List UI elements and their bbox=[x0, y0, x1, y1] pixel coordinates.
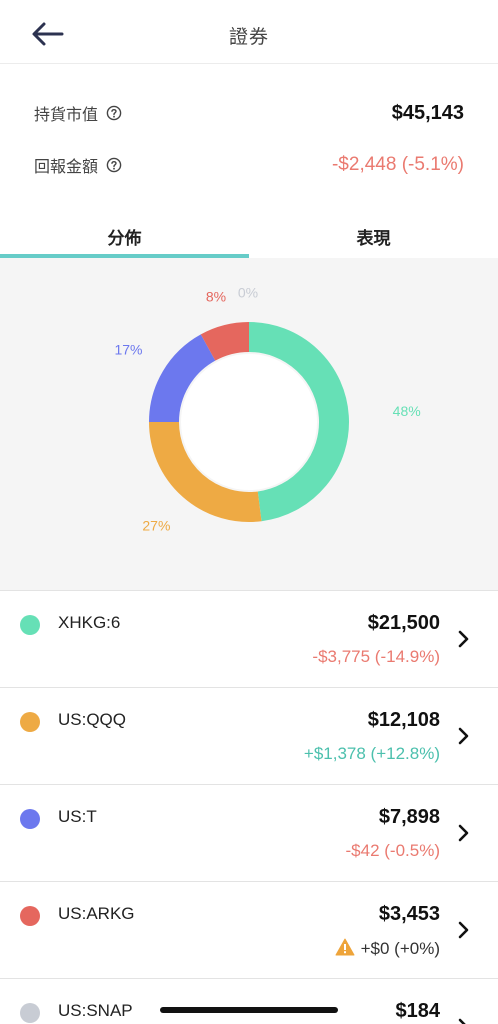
holding-row[interactable]: US:QQQ $12,108 +$1,378 (+12.8%) bbox=[0, 687, 498, 784]
return-label: 回報金額 bbox=[34, 159, 99, 176]
holding-row[interactable]: US:SNAP $184 bbox=[0, 978, 498, 1024]
holding-row[interactable]: US:T $7,898 -$42 (-0.5%) bbox=[0, 784, 498, 881]
donut-label: 0% bbox=[238, 285, 258, 301]
holding-change-text: -$3,775 (-14.9%) bbox=[312, 647, 440, 666]
return-row: 回報金額 -$2,448 (-5.1%) bbox=[34, 150, 464, 180]
chevron-right-icon[interactable] bbox=[456, 920, 470, 940]
chevron-right-icon[interactable] bbox=[456, 823, 470, 843]
info-circle-icon[interactable] bbox=[106, 105, 122, 121]
holding-amount: $21,500 bbox=[367, 612, 440, 634]
return-value: -$2,448 (-5.1%) bbox=[331, 154, 464, 175]
holding-row[interactable]: XHKG:6 $21,500 -$3,775 (-14.9%) bbox=[0, 590, 498, 687]
donut-slice bbox=[200, 322, 250, 361]
holding-amount: $184 bbox=[395, 1000, 441, 1022]
info-circle-icon[interactable] bbox=[106, 157, 122, 173]
holding-symbol: US:ARKG bbox=[58, 904, 135, 923]
app-header: 證券 bbox=[0, 0, 498, 64]
donut-slice bbox=[248, 322, 349, 522]
donut-slice bbox=[149, 421, 262, 522]
color-dot bbox=[20, 906, 40, 926]
tab-performance[interactable]: 表現 bbox=[356, 229, 391, 248]
holding-amount: $12,108 bbox=[367, 709, 440, 731]
holding-value: $45,143 bbox=[391, 101, 464, 124]
home-indicator bbox=[160, 1007, 338, 1013]
page-title: 證券 bbox=[228, 27, 269, 48]
tab-bar: 分佈 表現 bbox=[0, 210, 498, 258]
donut-slice bbox=[149, 334, 216, 423]
donut-label: 27% bbox=[142, 518, 170, 534]
holding-value-row: 持貨市值 $45,143 bbox=[34, 98, 464, 128]
allocation-chart: 48% 27% 17% 8% 0% bbox=[0, 258, 498, 590]
donut-center bbox=[181, 354, 317, 490]
holding-symbol: US:T bbox=[58, 807, 97, 826]
holding-symbol: US:QQQ bbox=[58, 710, 127, 729]
holding-change-text: +$0 (+0%) bbox=[360, 939, 440, 958]
holding-change: -$42 (-0.5%) bbox=[346, 841, 440, 861]
holding-row[interactable]: US:ARKG $3,453 +$0 (+0%) bbox=[0, 881, 498, 978]
arrow-left-icon[interactable] bbox=[28, 18, 68, 50]
donut-label: 17% bbox=[114, 341, 142, 357]
holding-change-text: -$42 (-0.5%) bbox=[345, 841, 440, 860]
holding-change: +$1,378 (+12.8%) bbox=[304, 744, 440, 764]
chevron-right-icon[interactable] bbox=[456, 1017, 470, 1024]
holding-amount: $3,453 bbox=[378, 903, 440, 925]
color-dot bbox=[20, 712, 40, 732]
holding-amount: $7,898 bbox=[378, 806, 440, 828]
holding-value-label: 持貨市值 bbox=[34, 107, 99, 124]
portfolio-summary: 持貨市值 $45,143 回報金額 -$2,448 (-5.1%) bbox=[0, 64, 498, 200]
tab-distribution[interactable]: 分佈 bbox=[0, 210, 249, 258]
color-dot bbox=[20, 1003, 40, 1023]
holding-change: +$0 (+0%) bbox=[335, 938, 440, 959]
color-dot bbox=[20, 809, 40, 829]
color-dot bbox=[20, 615, 40, 635]
holding-symbol: XHKG:6 bbox=[58, 613, 121, 632]
donut-chart: 48% 27% 17% 8% 0% bbox=[114, 285, 421, 534]
holding-change-text: +$1,378 (+12.8%) bbox=[303, 744, 440, 763]
chevron-right-icon[interactable] bbox=[456, 629, 470, 649]
holding-symbol: US:SNAP bbox=[58, 1001, 133, 1020]
donut-label: 48% bbox=[393, 403, 421, 419]
warning-icon bbox=[335, 938, 355, 956]
chevron-right-icon[interactable] bbox=[456, 726, 470, 746]
donut-label: 8% bbox=[206, 289, 226, 305]
holding-change: -$3,775 (-14.9%) bbox=[312, 647, 440, 667]
